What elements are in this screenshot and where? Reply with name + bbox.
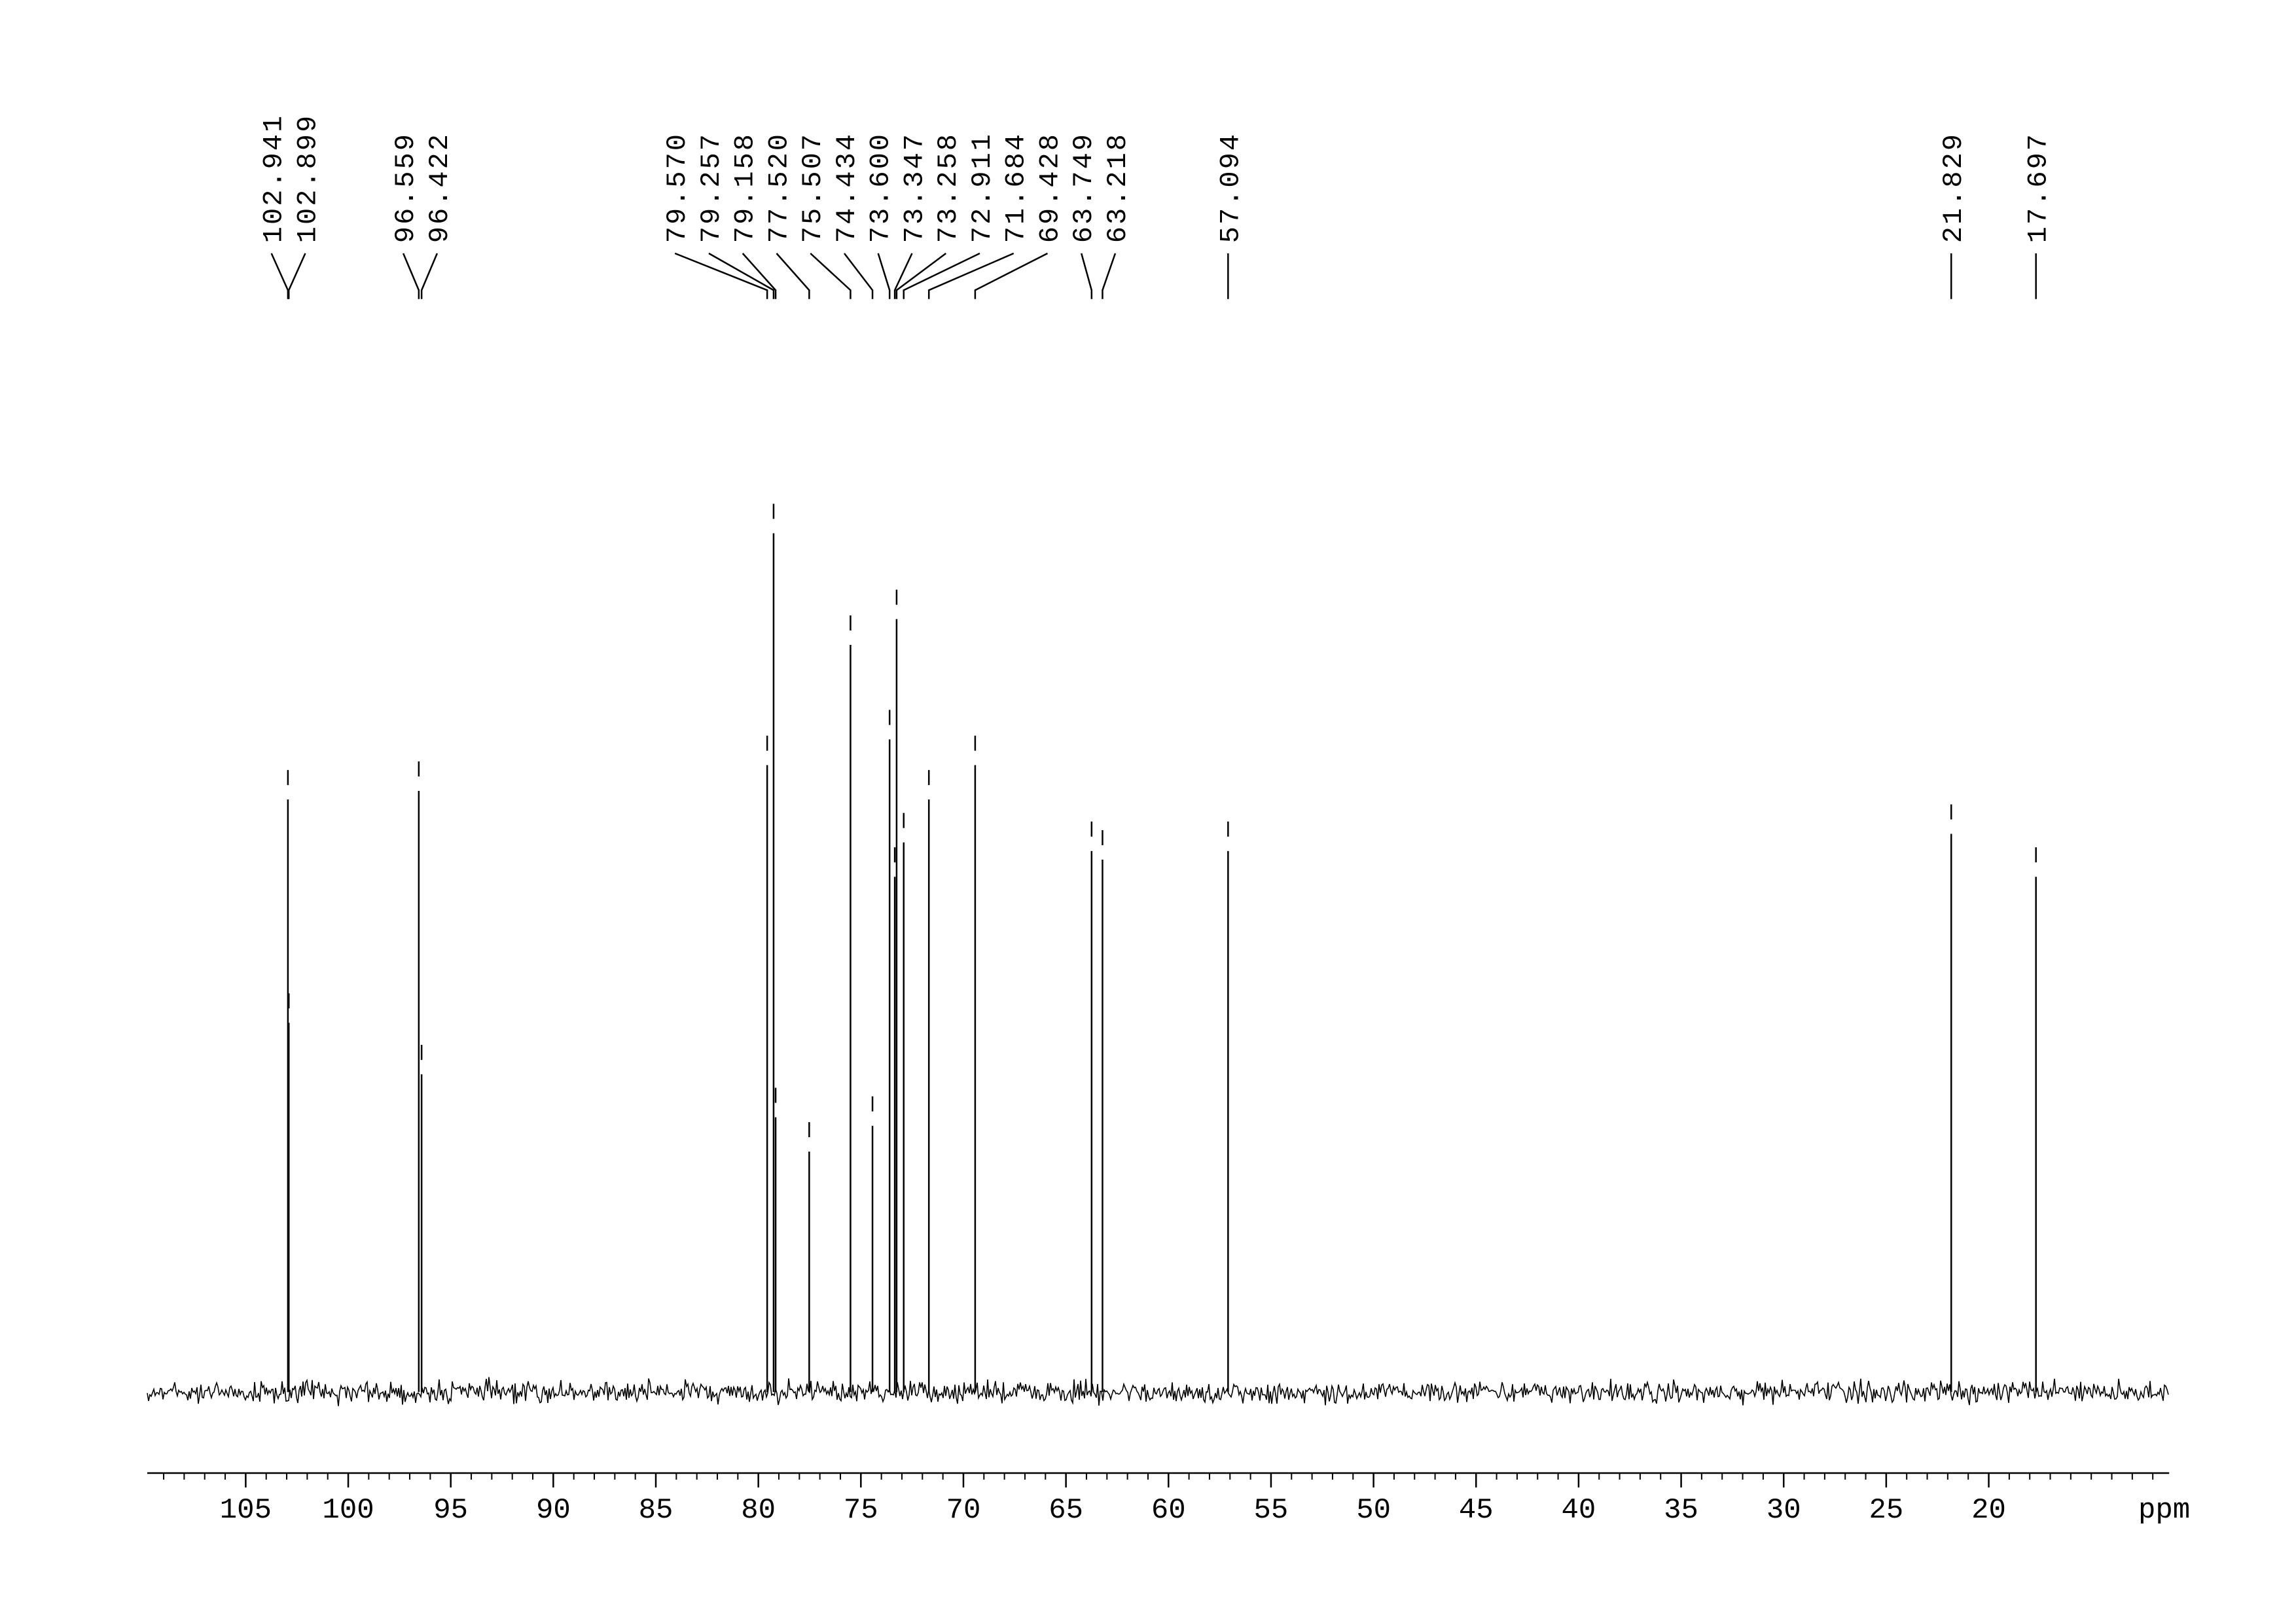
x-tick-label: 60 (1151, 1494, 1186, 1527)
x-tick-label: 65 (1049, 1494, 1083, 1527)
x-tick-label: 95 (433, 1494, 468, 1527)
x-tick-label: 40 (1562, 1494, 1596, 1527)
peak-connector (877, 253, 891, 299)
peak-label: 73.258 (933, 132, 964, 243)
peak-label: 17.697 (2023, 132, 2054, 243)
peak-connector (903, 252, 980, 299)
x-tick-label: 100 (322, 1494, 374, 1527)
peak-label: 102.941 (259, 114, 290, 243)
peak-label: 73.347 (899, 132, 930, 243)
x-tick-label: 85 (639, 1494, 673, 1527)
x-axis-label: ppm (2138, 1494, 2190, 1527)
x-tick-label: 45 (1459, 1494, 1494, 1527)
peak-label: 63.218 (1102, 132, 1134, 243)
peak-connector (810, 253, 852, 299)
x-tick-label: 80 (741, 1494, 776, 1527)
peak-connector (420, 253, 439, 299)
peak-connector (1102, 253, 1117, 299)
peak-label: 79.158 (730, 132, 761, 243)
x-tick-label: 30 (1767, 1494, 1801, 1527)
peak-label: 75.507 (797, 132, 829, 243)
x-tick-label: 70 (946, 1494, 981, 1527)
peak-connector (742, 253, 777, 299)
x-tick-label: 50 (1356, 1494, 1391, 1527)
x-tick-label: 35 (1664, 1494, 1698, 1527)
peak-connector (1081, 253, 1093, 299)
peak-label: 102.899 (292, 114, 323, 243)
peak-connector (893, 253, 913, 299)
x-tick-label: 20 (1971, 1494, 2006, 1527)
peak-label: 21.829 (1938, 132, 1969, 243)
peak-label: 74.434 (831, 132, 863, 243)
peak-label: 96.559 (390, 132, 422, 243)
x-tick-label: 75 (844, 1494, 878, 1527)
peak-label: 77.520 (763, 132, 795, 243)
peak-connector (270, 253, 289, 299)
peak-label: 79.257 (696, 132, 727, 243)
peak-label: 71.684 (1001, 132, 1032, 243)
peak-connector (287, 253, 306, 299)
x-tick-label: 90 (536, 1494, 571, 1527)
peak-connector (708, 252, 775, 299)
peak-label: 73.600 (865, 132, 897, 243)
peak-connector (674, 252, 768, 299)
peak-label: 79.570 (662, 132, 693, 243)
peak-connector (927, 252, 1014, 299)
peak-label: 72.911 (967, 132, 998, 243)
x-tick-label: 105 (220, 1494, 272, 1527)
peak-connector (895, 252, 946, 299)
peak-connector (776, 253, 810, 299)
peak-label: 63.749 (1068, 132, 1100, 243)
peak-label: 69.428 (1034, 132, 1066, 243)
peak-connector (402, 253, 420, 299)
peak-connector (974, 252, 1049, 299)
baseline-noise (147, 1377, 2169, 1406)
x-tick-label: 25 (1869, 1494, 1903, 1527)
peak-label: 96.422 (424, 132, 456, 243)
peak-connector (843, 253, 874, 299)
x-tick-label: 55 (1254, 1494, 1289, 1527)
peak-label: 57.094 (1215, 132, 1246, 243)
